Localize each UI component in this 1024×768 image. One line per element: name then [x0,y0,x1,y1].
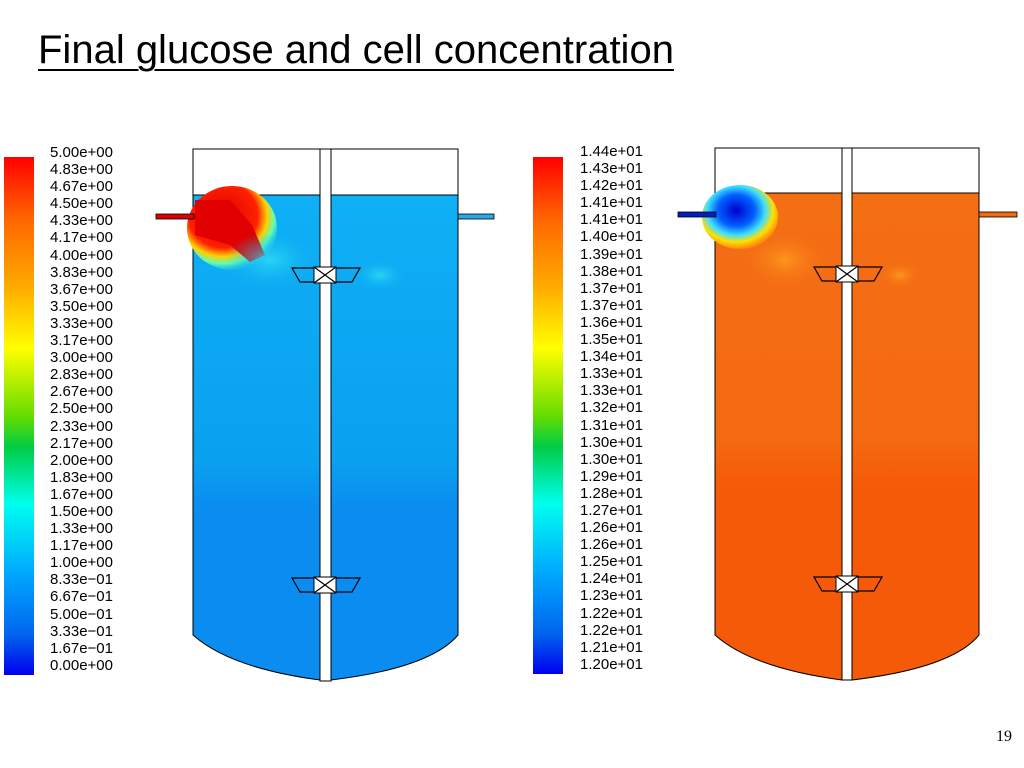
legend-tick-label: 1.44e+01 [580,143,643,160]
legend-tick-label: 1.50e+00 [50,502,113,520]
legend-tick-label: 1.20e+01 [580,655,643,673]
legend-tick-label: 1.37e+01 [580,279,643,297]
glucose-inlet-right [457,213,495,220]
legend-tick-label: 4.67e+00 [50,178,113,196]
legend-tick-label: 2.67e+00 [50,383,113,401]
cell-legend-labels: 1.44e+01 1.43e+01 1.42e+01 1.41e+01 1.41e+01… [580,143,643,673]
legend-tick-label: 3.33e−01 [50,622,113,640]
legend-tick-label: 1.41e+01 [580,194,643,212]
page-number: 19 [996,728,1012,745]
cell-impeller-lower [812,575,884,593]
legend-tick-label: 2.00e+00 [50,451,113,469]
cell-impeller-upper [812,265,884,283]
legend-tick-label: 1.27e+01 [580,501,643,519]
glucose-legend-labels: 5.00e+00 4.83e+00 4.67e+00 4.50e+00 4.33e+00… [50,144,113,674]
legend-tick-label: 1.33e+01 [580,382,643,400]
legend-tick-label: 1.35e+01 [580,331,643,349]
legend-tick-label: 1.00e+00 [50,554,113,572]
legend-tick-label: 3.83e+00 [50,263,113,281]
legend-tick-label: 1.30e+01 [580,433,643,451]
legend-tick-label: 3.17e+00 [50,332,113,350]
glucose-inlet-left [155,213,195,220]
glucose-impeller-upper [290,266,362,284]
cell-inlet-left [677,211,717,218]
legend-tick-label: 4.83e+00 [50,161,113,179]
legend-tick-label: 6.67e−01 [50,588,113,606]
legend-tick-label: 1.25e+01 [580,553,643,571]
legend-tick-label: 1.83e+00 [50,468,113,486]
legend-tick-label: 1.41e+01 [580,211,643,229]
legend-tick-label: 1.43e+01 [580,160,643,178]
legend-tick-label: 1.28e+01 [580,484,643,502]
legend-tick-label: 4.50e+00 [50,195,113,213]
legend-tick-label: 1.31e+01 [580,416,643,434]
legend-tick-label: 8.33e−01 [50,571,113,589]
legend-tick-label: 4.17e+00 [50,229,113,247]
legend-tick-label: 1.36e+01 [580,313,643,331]
cell-inlet-right [978,211,1018,218]
legend-tick-label: 1.33e+00 [50,520,113,538]
legend-tick-label: 1.37e+01 [580,296,643,314]
legend-tick-label: 2.17e+00 [50,434,113,452]
cell-lowspot [702,185,778,249]
legend-tick-label: 2.83e+00 [50,366,113,384]
legend-tick-label: 1.17e+00 [50,537,113,555]
legend-tick-label: 4.00e+00 [50,246,113,264]
legend-tick-label: 4.33e+00 [50,212,113,230]
legend-tick-label: 1.42e+01 [580,177,643,195]
legend-tick-label: 1.26e+01 [580,519,643,537]
legend-tick-label: 1.23e+01 [580,587,643,605]
legend-tick-label: 0.00e+00 [50,656,113,674]
slide-title: Final glucose and cell concentration [38,28,674,72]
legend-tick-label: 1.30e+01 [580,450,643,468]
glucose-impeller-lower [290,576,362,594]
legend-tick-label: 1.32e+01 [580,399,643,417]
legend-tick-label: 1.29e+01 [580,467,643,485]
legend-tick-label: 3.33e+00 [50,314,113,332]
legend-tick-label: 1.67e−01 [50,639,113,657]
legend-tick-label: 1.33e+01 [580,365,643,383]
legend-tick-label: 2.33e+00 [50,417,113,435]
legend-tick-label: 1.22e+01 [580,604,643,622]
legend-tick-label: 1.40e+01 [580,228,643,246]
legend-tick-label: 1.26e+01 [580,536,643,554]
legend-tick-label: 1.39e+01 [580,245,643,263]
legend-tick-label: 1.67e+00 [50,485,113,503]
legend-tick-label: 3.67e+00 [50,280,113,298]
legend-tick-label: 5.00e+00 [50,144,113,161]
glucose-shaft [319,148,332,682]
legend-tick-label: 2.50e+00 [50,400,113,418]
cell-shaft [841,147,853,681]
legend-tick-label: 3.50e+00 [50,297,113,315]
glucose-tank [155,148,495,682]
legend-tick-label: 1.38e+01 [580,262,643,280]
legend-tick-label: 5.00e−01 [50,605,113,623]
legend-tick-label: 1.21e+01 [580,638,643,656]
legend-tick-label: 1.34e+01 [580,348,643,366]
cell-tank [677,147,1018,681]
legend-tick-label: 3.00e+00 [50,349,113,367]
legend-tick-label: 1.22e+01 [580,621,643,639]
legend-tick-label: 1.24e+01 [580,570,643,588]
